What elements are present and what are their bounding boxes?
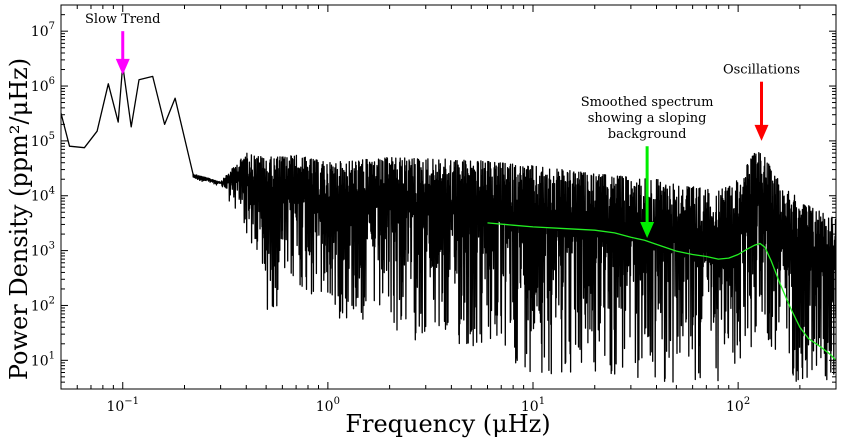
y-tick-label: 102 [31, 295, 55, 314]
annotation: Slow Trend [85, 12, 160, 75]
annotation-label: Oscillations [723, 63, 800, 78]
x-tick-label: 10−1 [106, 396, 139, 415]
y-tick-label: 104 [31, 186, 55, 205]
y-tick-label: 101 [31, 350, 55, 369]
axis-layer: 10−1 100 101 102 101 102 103 104 105 106 107 [31, 4, 837, 415]
x-tick-label: 101 [521, 396, 545, 415]
x-tick-label: 102 [726, 396, 750, 415]
raw-spectrum-line [61, 64, 836, 383]
y-axis-label: Power Density (ppm²/μHz) [5, 58, 33, 380]
y-tick-label: 106 [31, 76, 55, 95]
smoothed-spectrum-line [487, 222, 836, 361]
plot-layer [61, 64, 836, 383]
plot-frame [60, 4, 837, 390]
annotation: Oscillations [723, 63, 800, 141]
y-tick-label: 105 [31, 131, 55, 150]
y-tick-label: 103 [31, 241, 55, 260]
x-axis-label: Frequency (μHz) [345, 410, 550, 438]
y-tick-label: 107 [31, 21, 55, 40]
annotation-arrow-head [754, 124, 769, 141]
annotation-arrow-head [115, 58, 130, 75]
annotation-arrow-head [640, 221, 655, 238]
annotation-label: Smoothed spectrum [581, 95, 714, 110]
annotation-label: Slow Trend [85, 12, 160, 27]
annotation-label: background [608, 127, 687, 142]
annotation-label: showing a sloping [588, 111, 707, 126]
plot-area [61, 64, 836, 383]
x-tick-label: 100 [316, 396, 340, 415]
